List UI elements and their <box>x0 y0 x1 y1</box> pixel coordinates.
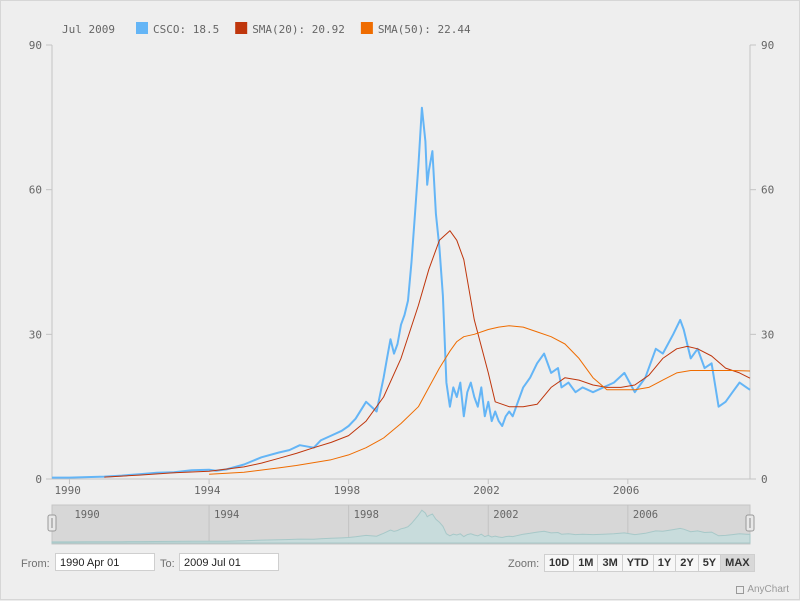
series-line-sma50 <box>209 325 751 475</box>
legend-marker-csco <box>136 22 148 34</box>
x-tick-label: 1998 <box>334 484 361 497</box>
legend-marker-sma20 <box>235 22 248 34</box>
credits[interactable]: AnyChart <box>736 584 789 595</box>
zoom-button-2y[interactable]: 2Y <box>675 554 699 572</box>
zoom-button-1m[interactable]: 1M <box>573 554 599 572</box>
credits-text: AnyChart <box>747 584 789 595</box>
y-tick-label-left: 90 <box>29 39 42 52</box>
zoom-label: Zoom: <box>508 558 540 570</box>
from-label: From: <box>21 558 50 570</box>
anychart-logo-icon <box>736 585 745 594</box>
navigator-tick-label: 2002 <box>493 509 518 521</box>
y-tick-label-right: 90 <box>761 39 774 52</box>
to-date-input[interactable]: 2009 Jul 01 <box>179 553 279 571</box>
legend-date: Jul 2009 <box>62 23 115 36</box>
legend-item-sma20: SMA(20): 20.92 <box>252 23 345 36</box>
series-line-sma20 <box>104 230 751 478</box>
x-tick-label: 1990 <box>54 484 80 497</box>
zoom-button-1y[interactable]: 1Y <box>652 554 677 572</box>
zoom-button-ytd[interactable]: YTD <box>621 554 654 572</box>
legend-item-sma50: SMA(50): 22.44 <box>378 23 471 36</box>
zoom-button-max[interactable]: MAX <box>720 554 755 572</box>
y-tick-label-right: 0 <box>761 473 768 486</box>
x-tick-label: 2006 <box>613 484 640 497</box>
y-tick-label-left: 0 <box>35 473 42 486</box>
navigator-tick-label: 1994 <box>214 509 239 521</box>
x-tick-label: 1994 <box>194 484 221 497</box>
zoom-button-3m[interactable]: 3M <box>597 554 623 572</box>
y-tick-label-left: 60 <box>29 184 42 197</box>
y-tick-label-right: 30 <box>761 328 774 341</box>
legend-item-csco: CSCO: 18.5 <box>153 23 219 36</box>
y-tick-label-left: 30 <box>29 328 42 341</box>
zoom-button-group: 10D 1M 3M YTD 1Y 2Y 5Y MAX <box>544 554 755 572</box>
x-tick-label: 2002 <box>473 484 500 497</box>
from-date-input[interactable]: 1990 Apr 01 <box>55 553 155 571</box>
navigator-tick-label: 2006 <box>633 509 658 521</box>
zoom-button-5y[interactable]: 5Y <box>697 554 722 572</box>
zoom-button-10d[interactable]: 10D <box>544 554 575 572</box>
y-tick-label-right: 60 <box>761 184 774 197</box>
to-label: To: <box>160 558 175 570</box>
navigator-series-area <box>51 509 751 544</box>
series-line-csco <box>52 106 751 479</box>
navigator-tick-label: 1998 <box>354 509 379 521</box>
navigator-tick-label: 1990 <box>74 509 99 521</box>
plot-area <box>52 45 750 479</box>
legend-marker-sma50 <box>360 22 373 34</box>
